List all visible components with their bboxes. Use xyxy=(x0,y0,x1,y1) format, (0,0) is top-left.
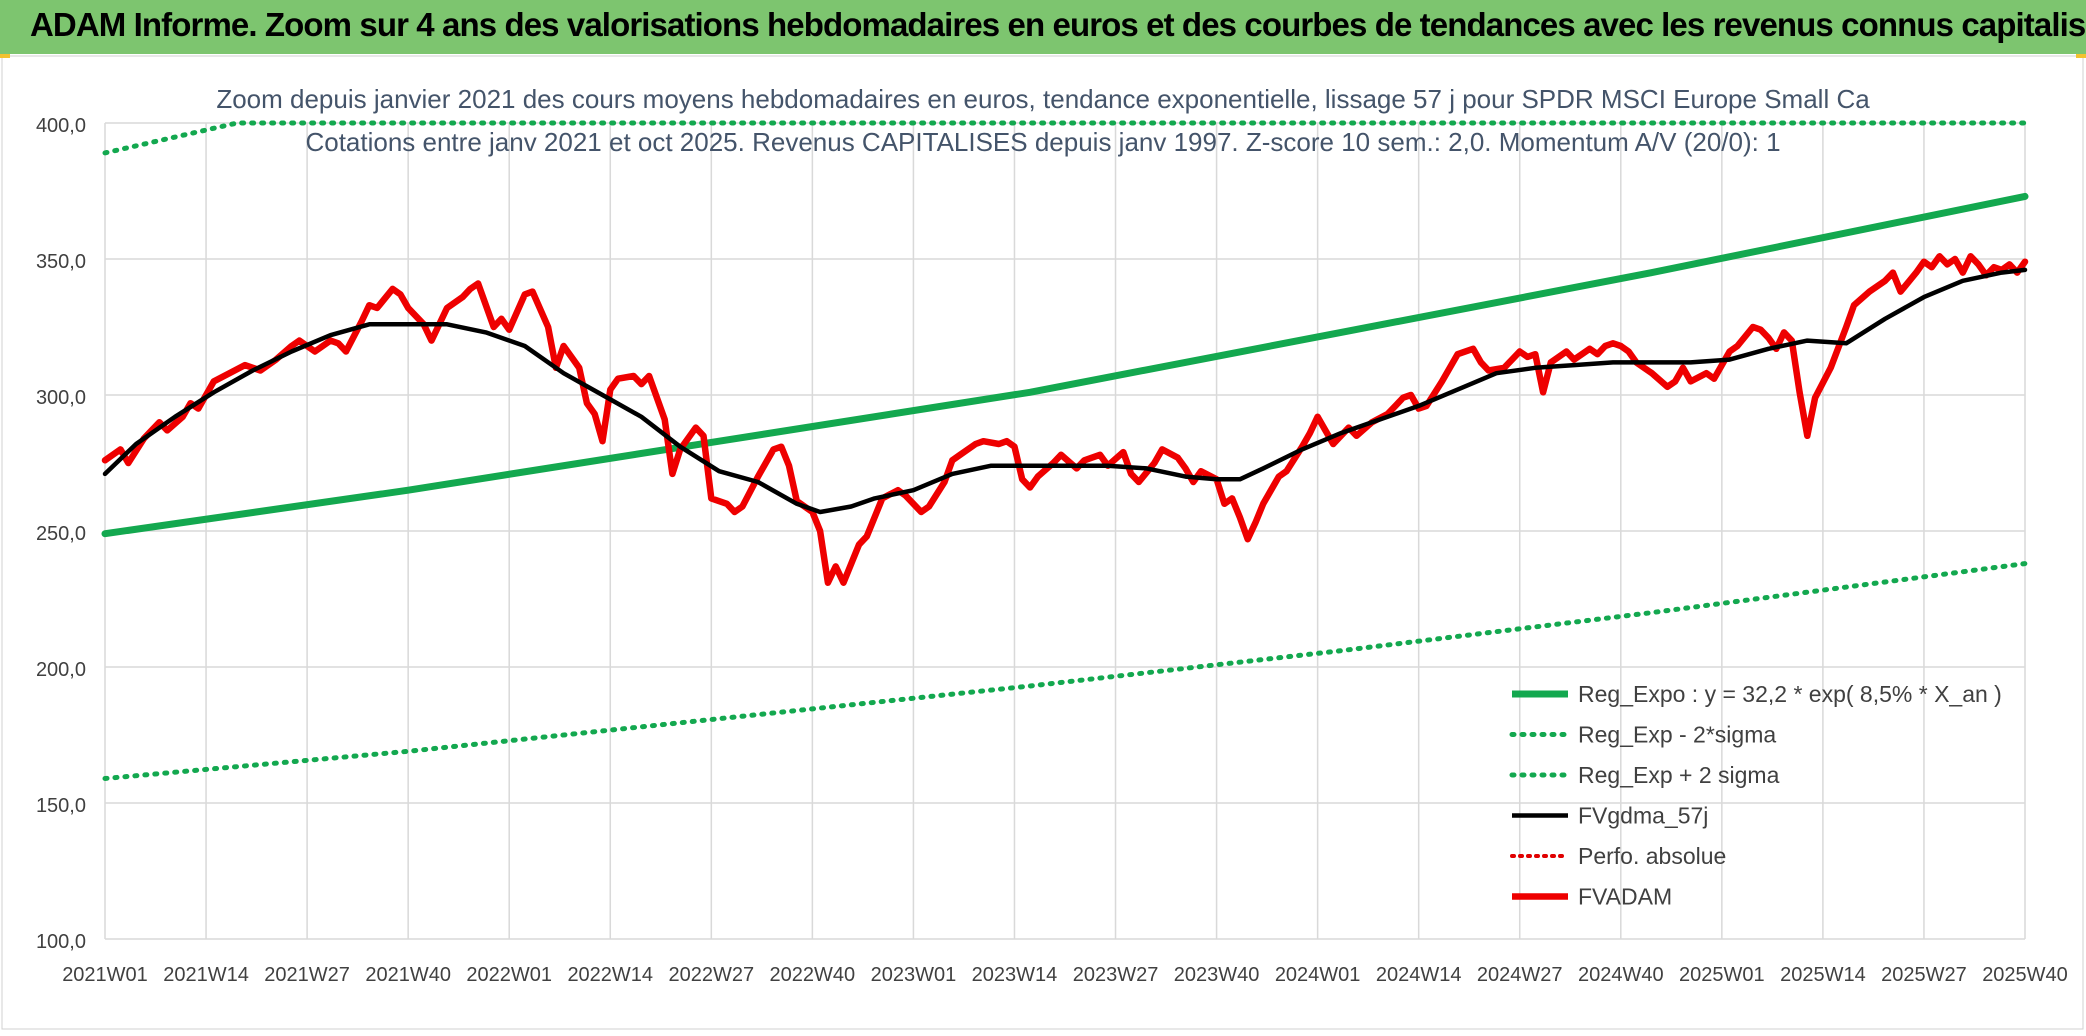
corner-mark-right xyxy=(2076,54,2086,58)
gridlines xyxy=(104,122,2026,940)
x-tick-label: 2022W01 xyxy=(466,964,552,986)
legend-label: Reg_Exp - 2*sigma xyxy=(1578,722,1776,748)
chart-title-line2: Cotations entre janv 2021 et oct 2025. R… xyxy=(305,127,1780,157)
chart: 100,0 150,0 200,0 250,0 300,0 350,0 400,0 2021… xyxy=(1,55,2084,1030)
x-tick-label: 2025W01 xyxy=(1679,964,1765,986)
x-tick-label: 2022W27 xyxy=(669,964,755,986)
series-layer xyxy=(101,120,2029,781)
x-tick-label: 2021W40 xyxy=(365,964,451,986)
chart-title-line1: Zoom depuis janvier 2021 des cours moyen… xyxy=(216,84,1870,114)
legend-label: Reg_Exp + 2 sigma xyxy=(1578,762,1780,788)
series-fvgdma-57j xyxy=(102,267,2028,515)
legend-label: FVgdma_57j xyxy=(1578,803,1708,829)
series-reg-exp-2-sigma xyxy=(102,561,2028,781)
y-tick-label: 250,0 xyxy=(36,523,86,545)
y-tick-label: 100,0 xyxy=(36,931,86,953)
x-tick-label: 2023W14 xyxy=(972,964,1058,986)
series-reg-expo-y-32-2-exp-8-5-x-an xyxy=(101,192,2029,538)
x-tick-label: 2024W27 xyxy=(1477,964,1563,986)
x-tick-label: 2023W01 xyxy=(871,964,957,986)
y-tick-label: 350,0 xyxy=(36,251,86,273)
x-tick-label: 2024W14 xyxy=(1376,964,1462,986)
y-tick-label: 400,0 xyxy=(36,115,86,137)
x-tick-label: 2023W40 xyxy=(1174,964,1260,986)
y-tick-label: 150,0 xyxy=(36,795,86,817)
corner-mark-left xyxy=(0,54,10,58)
banner: ADAM Informe. Zoom sur 4 ans des valoris… xyxy=(0,0,2086,54)
x-tick-label: 2021W27 xyxy=(264,964,350,986)
x-axis-ticks: 2021W01 2021W14 2021W27 2021W40 2022W01 2022W… xyxy=(62,964,2068,986)
x-tick-label: 2024W40 xyxy=(1578,964,1664,986)
legend-label: Perfo. absolue xyxy=(1578,843,1726,869)
legend: Reg_Expo : y = 32,2 * exp( 8,5% * X_an )… xyxy=(1509,681,2002,910)
legend-label: Reg_Expo : y = 32,2 * exp( 8,5% * X_an ) xyxy=(1578,681,2002,707)
x-tick-label: 2025W40 xyxy=(1982,964,2068,986)
chart-frame: 100,0 150,0 200,0 250,0 300,0 350,0 400,0 2021… xyxy=(0,54,2086,1031)
x-tick-label: 2022W14 xyxy=(567,964,653,986)
x-tick-label: 2021W14 xyxy=(163,964,249,986)
x-tick-label: 2021W01 xyxy=(62,964,148,986)
legend-label: FVADAM xyxy=(1578,884,1672,910)
x-tick-label: 2025W14 xyxy=(1780,964,1866,986)
series-fvadam xyxy=(101,253,2029,586)
x-tick-label: 2025W27 xyxy=(1881,964,1967,986)
y-tick-label: 200,0 xyxy=(36,659,86,681)
x-tick-label: 2023W27 xyxy=(1073,964,1159,986)
banner-title: ADAM Informe. Zoom sur 4 ans des valoris… xyxy=(30,6,2086,43)
y-axis-ticks: 100,0 150,0 200,0 250,0 300,0 350,0 400,0 xyxy=(36,115,86,953)
y-tick-label: 300,0 xyxy=(36,387,86,409)
x-tick-label: 2022W40 xyxy=(770,964,856,986)
x-tick-label: 2024W01 xyxy=(1275,964,1361,986)
